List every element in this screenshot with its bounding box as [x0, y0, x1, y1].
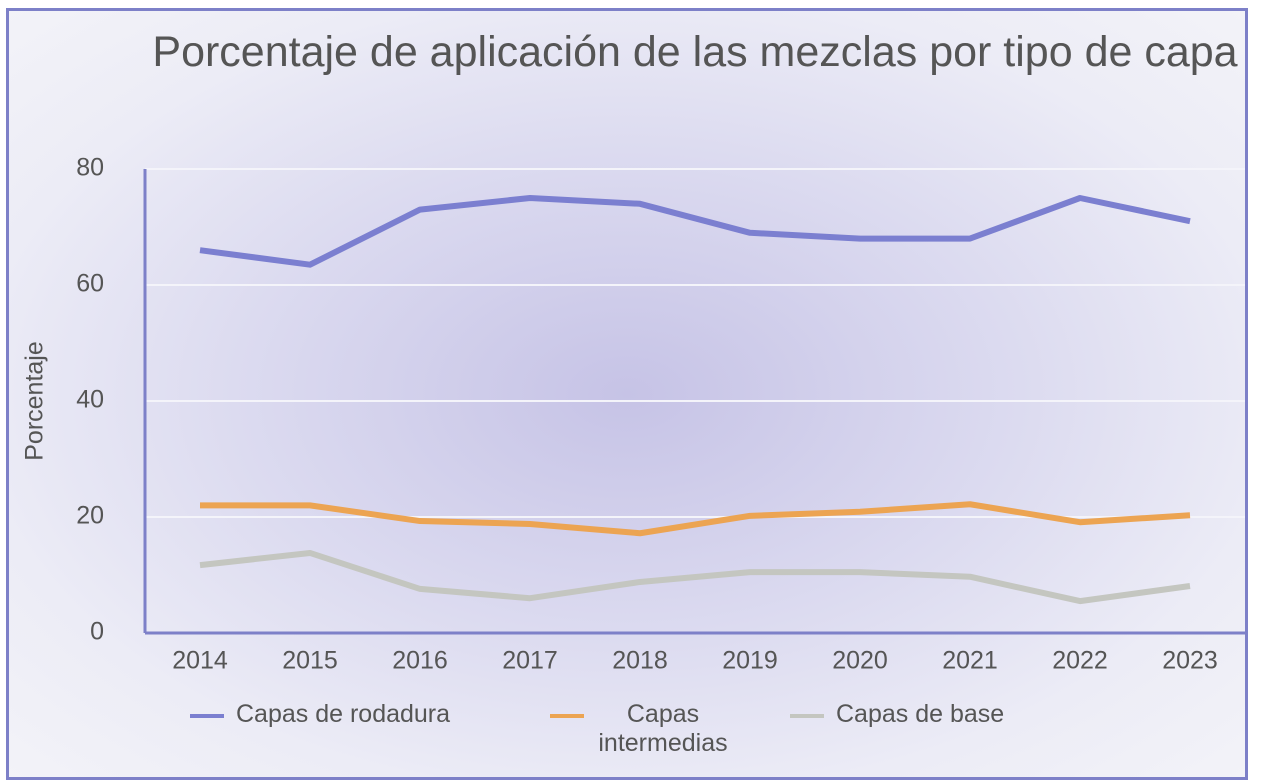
y-tick-label: 60: [76, 270, 104, 298]
legend-swatch: [550, 714, 584, 718]
chart-frame: [6, 8, 1248, 780]
x-tick-label: 2015: [282, 647, 338, 675]
legend-label: Capas intermedias: [598, 700, 728, 757]
x-tick-label: 2017: [502, 647, 558, 675]
series-line: [199, 549, 1191, 605]
x-tick-label: 2023: [1162, 647, 1218, 675]
series-line: [200, 501, 1191, 537]
x-tick-label: 2016: [392, 647, 448, 675]
chart-title: Porcentaje de aplicación de las mezclas …: [152, 28, 1238, 76]
legend-swatch: [190, 714, 224, 718]
legend-label: Capas de rodadura: [236, 700, 451, 728]
x-tick-label: 2020: [832, 647, 888, 675]
x-tick-label: 2014: [172, 647, 228, 675]
series-line: [199, 195, 1191, 268]
legend-item: Capas de base: [790, 700, 1090, 758]
x-tick-label: 2018: [612, 647, 668, 675]
legend-swatch: [790, 714, 824, 718]
x-tick-label: 2019: [722, 647, 778, 675]
y-tick-label: 0: [90, 618, 104, 646]
legend-label: Capas de base: [836, 700, 1005, 728]
legend: Capas de rodadura Capas intermedias Capas …: [190, 700, 1090, 758]
x-tick-label: 2022: [1052, 647, 1108, 675]
y-axis-label: Porcentaje: [21, 341, 49, 461]
legend-item: Capas intermedias: [550, 700, 730, 758]
y-tick-label: 80: [76, 154, 104, 182]
x-tick-label: 2021: [942, 647, 998, 675]
y-tick-label: 40: [76, 386, 104, 414]
legend-item: Capas de rodadura: [190, 700, 490, 758]
y-tick-label: 20: [76, 502, 104, 530]
